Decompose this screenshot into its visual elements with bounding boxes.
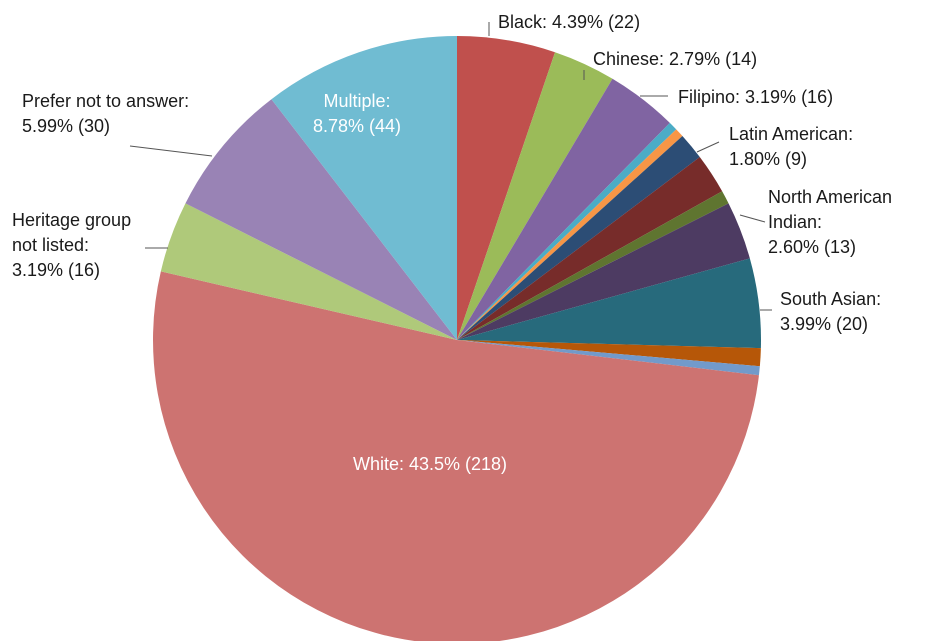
- label-line-south-asian-1: South Asian:: [780, 289, 881, 309]
- slice-filipino: [457, 78, 670, 340]
- slice-unlabeled-7: [457, 191, 729, 340]
- label-line-heritage-group-not-listed-1: Heritage group: [12, 210, 131, 230]
- label-south-asian: South Asian: 3.99% (20): [780, 289, 881, 334]
- slice-labels: Black: 4.39% (22) Chinese: 2.79% (14) Fili…: [12, 12, 892, 474]
- pie-slices: [153, 36, 761, 641]
- slice-unlabeled-5: [457, 136, 700, 340]
- slice-unlabeled-3: [457, 122, 677, 340]
- leader-line-north-american-indian: [739, 214, 766, 223]
- label-white: White: 43.5% (218): [353, 454, 507, 474]
- slice-north-american-indian: [457, 203, 750, 340]
- label-line-black-1: Black: 4.39% (22): [498, 12, 640, 32]
- label-line-filipino-1: Filipino: 3.19% (16): [678, 87, 833, 107]
- slice-white: [153, 271, 759, 641]
- label-line-north-american-indian-3: 2.60% (13): [768, 237, 856, 257]
- label-chinese: Chinese: 2.79% (14): [593, 49, 757, 69]
- label-line-heritage-group-not-listed-3: 3.19% (16): [12, 260, 100, 280]
- slice-black: [457, 36, 556, 340]
- slice-multiple: [271, 36, 457, 340]
- label-line-multiple-1: Multiple:: [323, 91, 390, 111]
- slice-unlabeled-10: [457, 340, 761, 367]
- slice-unlabeled-11: [457, 340, 760, 376]
- label-filipino: Filipino: 3.19% (16): [678, 87, 833, 107]
- label-line-chinese-1: Chinese: 2.79% (14): [593, 49, 757, 69]
- label-prefer-not-to-answer: Prefer not to answer: 5.99% (30): [22, 91, 189, 136]
- slice-prefer-not-to-answer: [185, 99, 457, 341]
- label-line-latin-american-2: 1.80% (9): [729, 149, 807, 169]
- leader-line-prefer-not-to-answer: [129, 145, 213, 157]
- slice-chinese: [457, 52, 613, 341]
- label-line-north-american-indian-1: North American: [768, 187, 892, 207]
- label-line-latin-american-1: Latin American:: [729, 124, 853, 144]
- label-line-prefer-not-to-answer-2: 5.99% (30): [22, 116, 110, 136]
- label-line-multiple-2: 8.78% (44): [313, 116, 401, 136]
- label-multiple: Multiple: 8.78% (44): [313, 91, 401, 136]
- label-heritage-group-not-listed: Heritage group not listed: 3.19% (16): [12, 210, 131, 280]
- slice-latin-american: [457, 157, 723, 340]
- slice-unlabeled-4: [457, 129, 683, 340]
- label-line-north-american-indian-2: Indian:: [768, 212, 822, 232]
- slice-heritage-group-not-listed: [160, 203, 457, 340]
- leader-line-latin-american: [696, 141, 720, 153]
- label-north-american-indian: North American Indian: 2.60% (13): [768, 187, 892, 257]
- label-line-prefer-not-to-answer-1: Prefer not to answer:: [22, 91, 189, 111]
- slice-south-asian: [457, 258, 761, 349]
- label-black: Black: 4.39% (22): [498, 12, 640, 32]
- label-line-heritage-group-not-listed-2: not listed:: [12, 235, 89, 255]
- label-line-white-1: White: 43.5% (218): [353, 454, 507, 474]
- label-latin-american: Latin American: 1.80% (9): [729, 124, 853, 169]
- label-line-south-asian-2: 3.99% (20): [780, 314, 868, 334]
- leader-lines: [129, 22, 772, 311]
